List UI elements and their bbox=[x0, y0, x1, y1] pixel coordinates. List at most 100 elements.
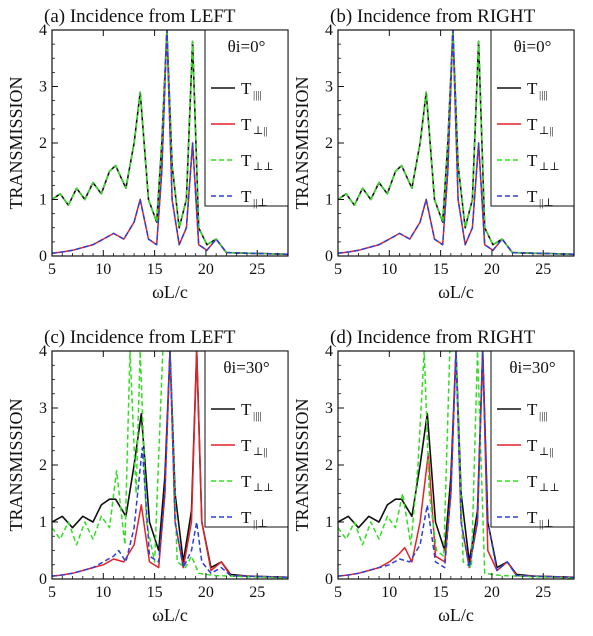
legend: θi=30°T ||||T ⊥||T ⊥⊥T ||⊥ bbox=[204, 350, 289, 530]
x-tick-label: 5 bbox=[334, 261, 342, 278]
legend-label-sub-1: |||| bbox=[253, 89, 262, 101]
x-tick-label: 20 bbox=[198, 261, 214, 278]
legend-label-2: T bbox=[241, 115, 252, 134]
x-tick-label: 15 bbox=[433, 584, 449, 601]
legend-label-sub-3: ⊥⊥ bbox=[253, 482, 274, 494]
x-tick-label: 15 bbox=[147, 584, 163, 601]
y-tick-label: 2 bbox=[325, 135, 333, 152]
legend-label-sub-1: |||| bbox=[253, 410, 262, 422]
x-tick-label: 25 bbox=[535, 261, 551, 278]
x-tick-label: 10 bbox=[381, 261, 397, 278]
y-axis-label: TRANSMISSION bbox=[292, 76, 312, 209]
curves bbox=[52, 351, 288, 579]
x-axis-label: ωL/c bbox=[438, 282, 474, 302]
panel-3: (c) Incidence from LEFT 5 10 15 20 25 0 1 2 3 4 ωL/… bbox=[6, 327, 289, 625]
legend-box bbox=[490, 29, 575, 207]
legend-label-4: T bbox=[527, 508, 538, 527]
legend-header: θi=0° bbox=[514, 37, 552, 56]
series-line-4 bbox=[338, 30, 574, 256]
legend-label-sub-1: |||| bbox=[539, 89, 548, 101]
legend-label-3: T bbox=[527, 151, 538, 170]
chart-title: (d) Incidence from RIGHT bbox=[330, 327, 536, 348]
x-axis-label: ωL/c bbox=[152, 282, 188, 302]
y-tick-label: 3 bbox=[325, 400, 333, 417]
y-tick-label: 0 bbox=[325, 571, 333, 588]
legend-label-1: T bbox=[527, 400, 538, 419]
x-axis-label: ωL/c bbox=[438, 605, 474, 625]
legend-label-sub-2: ⊥|| bbox=[539, 125, 554, 137]
x-tick-label: 25 bbox=[249, 584, 265, 601]
legend-label-sub-4: ||⊥ bbox=[253, 197, 268, 209]
x-tick-label: 5 bbox=[48, 261, 56, 278]
y-tick-label: 2 bbox=[325, 457, 333, 474]
x-tick-label: 10 bbox=[95, 584, 111, 601]
legend-label-sub-3: ⊥⊥ bbox=[539, 482, 560, 494]
legend-label-3: T bbox=[241, 151, 252, 170]
y-axis-label: TRANSMISSION bbox=[6, 76, 26, 209]
y-tick-label: 0 bbox=[39, 571, 47, 588]
x-tick-label: 10 bbox=[95, 261, 111, 278]
legend-box bbox=[490, 350, 575, 528]
legend-label-1: T bbox=[241, 79, 252, 98]
legend-label-sub-1: |||| bbox=[539, 410, 548, 422]
y-tick-label: 1 bbox=[325, 514, 333, 531]
y-tick-label: 1 bbox=[325, 192, 333, 209]
series-line-4 bbox=[338, 351, 574, 579]
chart-title: (a) Incidence from LEFT bbox=[44, 6, 236, 27]
y-tick-label: 2 bbox=[39, 135, 47, 152]
legend: θi=0°T ||||T ⊥||T ⊥⊥T ||⊥ bbox=[204, 29, 289, 209]
series-line-4 bbox=[52, 351, 288, 579]
y-tick-label: 0 bbox=[39, 248, 47, 265]
y-tick-label: 4 bbox=[39, 22, 47, 39]
y-axis-label: TRANSMISSION bbox=[6, 398, 26, 531]
x-tick-label: 20 bbox=[484, 584, 500, 601]
x-tick-label: 5 bbox=[334, 584, 342, 601]
legend-label-1: T bbox=[527, 79, 538, 98]
legend-label-3: T bbox=[527, 472, 538, 491]
legend-label-2: T bbox=[241, 436, 252, 455]
legend-label-sub-4: ||⊥ bbox=[539, 518, 554, 530]
y-tick-label: 4 bbox=[325, 343, 333, 360]
y-tick-label: 4 bbox=[39, 343, 47, 360]
x-tick-label: 25 bbox=[249, 261, 265, 278]
y-tick-label: 3 bbox=[325, 79, 333, 96]
curves bbox=[338, 30, 574, 256]
legend-label-sub-4: ||⊥ bbox=[253, 518, 268, 530]
legend-box bbox=[204, 350, 289, 528]
x-tick-label: 20 bbox=[198, 584, 214, 601]
legend: θi=0°T ||||T ⊥||T ⊥⊥T ||⊥ bbox=[490, 29, 575, 209]
legend: θi=30°T ||||T ⊥||T ⊥⊥T ||⊥ bbox=[490, 350, 575, 530]
panel-4: (d) Incidence from RIGHT 5 10 15 20 25 0 1 2 3 4 ωL… bbox=[292, 327, 575, 625]
y-tick-label: 3 bbox=[39, 400, 47, 417]
y-tick-label: 0 bbox=[325, 248, 333, 265]
chart-title: (b) Incidence from RIGHT bbox=[330, 6, 536, 27]
panel-1: (a) Incidence from LEFT 5 10 15 20 25 0 1 2 3 4 ωL/… bbox=[6, 6, 289, 302]
legend-label-4: T bbox=[241, 187, 252, 206]
legend-label-3: T bbox=[241, 472, 252, 491]
legend-label-sub-2: ⊥|| bbox=[253, 125, 268, 137]
legend-label-sub-2: ⊥|| bbox=[539, 446, 554, 458]
y-tick-label: 1 bbox=[39, 514, 47, 531]
x-tick-label: 5 bbox=[48, 584, 56, 601]
legend-label-sub-2: ⊥|| bbox=[253, 446, 268, 458]
chart-title: (c) Incidence from LEFT bbox=[44, 327, 236, 348]
series-line-3 bbox=[338, 351, 574, 579]
y-tick-label: 4 bbox=[325, 22, 333, 39]
series-line-3 bbox=[52, 351, 288, 579]
y-tick-label: 1 bbox=[39, 192, 47, 209]
legend-header: θi=30° bbox=[509, 358, 555, 377]
curves bbox=[52, 30, 288, 256]
legend-label-4: T bbox=[527, 187, 538, 206]
series-line-4 bbox=[52, 30, 288, 256]
legend-header: θi=30° bbox=[223, 358, 269, 377]
curves bbox=[338, 351, 574, 579]
y-tick-label: 2 bbox=[39, 457, 47, 474]
x-tick-label: 15 bbox=[147, 261, 163, 278]
series-line-1 bbox=[338, 30, 574, 256]
legend-label-4: T bbox=[241, 508, 252, 527]
legend-header: θi=0° bbox=[228, 37, 266, 56]
legend-label-sub-3: ⊥⊥ bbox=[253, 161, 274, 173]
x-tick-label: 20 bbox=[484, 261, 500, 278]
legend-label-sub-4: ||⊥ bbox=[539, 197, 554, 209]
